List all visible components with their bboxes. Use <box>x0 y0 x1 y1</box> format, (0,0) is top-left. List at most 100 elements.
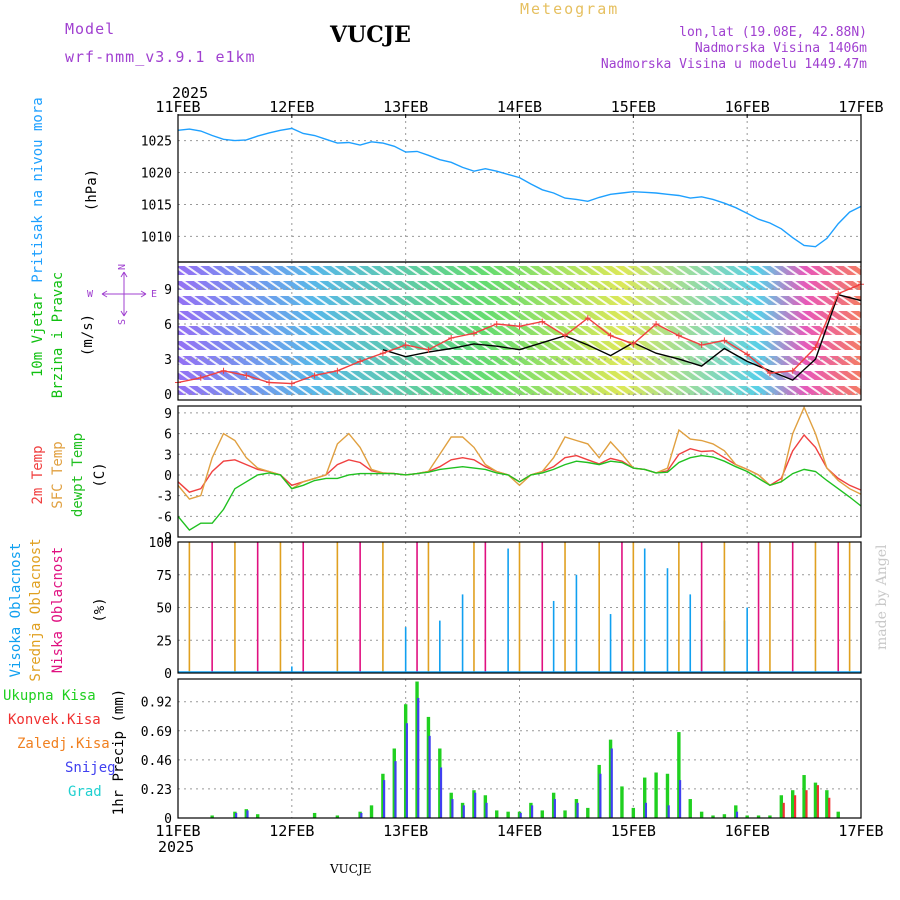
precip-bar <box>791 790 795 818</box>
precip-bar <box>369 805 374 818</box>
y-tick-label: 0.46 <box>141 754 172 769</box>
precip-bar <box>597 764 601 818</box>
y-tick-label: 1020 <box>141 167 172 182</box>
gust-marker <box>675 332 682 339</box>
y-tick-label: 1025 <box>141 135 172 150</box>
precip-bar <box>802 775 806 818</box>
precip-bar <box>392 748 396 818</box>
precip-bar <box>779 795 784 818</box>
precip-bar <box>608 739 613 818</box>
compass-arrows-icon <box>101 271 147 317</box>
precip-bar <box>255 814 260 818</box>
gust-marker <box>197 374 204 381</box>
header-meteogram: Meteogram <box>520 0 620 18</box>
x-tick-label-bottom: 11FEB <box>155 822 200 840</box>
gust-marker <box>766 370 773 377</box>
y-tick-label: -6 <box>156 510 172 525</box>
precip-bar <box>405 723 408 818</box>
precip-bar <box>460 802 465 818</box>
temperature-panel <box>177 405 862 538</box>
gust-marker <box>493 320 500 327</box>
y-tick-label: 0 <box>164 667 172 682</box>
pressure-axis-label: Pritisak na nivou mora <box>30 97 46 282</box>
precip-bar <box>383 780 386 818</box>
precip-bar <box>654 772 658 818</box>
header-model-elevation: Nadmorska Visina u modelu 1449.47m <box>600 57 867 72</box>
precip-bar <box>438 748 442 818</box>
precip-bar <box>794 795 797 818</box>
precip-bar <box>816 785 819 818</box>
precip-bar <box>643 777 647 818</box>
precip-legend-item: Zaledj.Kisa <box>17 736 110 752</box>
x-tick-label-bottom: 12FEB <box>269 822 314 840</box>
header-station: VUCJE <box>330 22 411 48</box>
wind-axis-label-2: Brzina i Pravac <box>50 272 66 398</box>
precip-bar <box>699 811 704 818</box>
x-tick-label-top: 11FEB <box>155 98 200 116</box>
x-tick-label-bottom: 16FEB <box>725 822 770 840</box>
precip-panel <box>177 678 862 819</box>
precip-bar <box>506 811 510 818</box>
gust-marker <box>630 340 637 347</box>
gust-marker <box>721 337 728 344</box>
series-line <box>382 293 862 381</box>
y-tick-label: 6 <box>164 428 172 443</box>
precip-bar <box>360 812 363 818</box>
gust-marker <box>379 350 386 357</box>
wind-panel <box>177 261 862 401</box>
gust-marker <box>334 367 341 374</box>
precip-bar <box>244 809 248 818</box>
series-line <box>177 454 862 532</box>
precip-legend-item: Ukupna Kisa <box>3 688 96 704</box>
dewpt-axis-label: dewpt Temp <box>70 433 86 517</box>
x-tick-label-bottom: 17FEB <box>838 822 883 840</box>
precip-bar <box>678 780 682 818</box>
precip-bar <box>836 811 840 818</box>
precip-bar <box>335 815 340 818</box>
y-tick-label: 1015 <box>141 198 172 213</box>
precip-bar <box>586 807 590 818</box>
precip-bar <box>210 815 214 818</box>
y-tick-label: 25 <box>156 634 172 649</box>
precip-bar <box>451 799 454 818</box>
precip-bar <box>813 782 818 818</box>
x-tick-label-bottom: 14FEB <box>497 822 542 840</box>
precip-bar <box>620 786 624 818</box>
precip-bar <box>563 810 567 818</box>
y-tick-label: 100 <box>149 536 172 551</box>
precip-bar <box>631 807 636 818</box>
compass-s-label: S <box>117 319 128 325</box>
gust-marker <box>425 346 432 353</box>
y-tick-label: 75 <box>156 569 172 584</box>
precip-bar <box>235 812 238 818</box>
gust-marker <box>402 342 409 349</box>
header-model-name: wrf-nmm_v3.9.1 e1km <box>65 48 256 66</box>
precip-bar <box>530 805 534 818</box>
gust-marker <box>220 367 227 374</box>
gust-marker <box>266 379 273 386</box>
compass-w-label: W <box>87 289 94 300</box>
precip-bar <box>768 815 772 818</box>
precip-bar <box>519 812 522 818</box>
precip-bar <box>403 704 408 818</box>
gust-marker <box>516 323 523 330</box>
precip-bar <box>485 802 488 818</box>
gust-marker <box>835 290 842 297</box>
y-tick-label: 0 <box>164 388 172 403</box>
y-tick-label: -9 <box>156 531 172 546</box>
precip-bar <box>756 815 761 818</box>
precip-legend-item: Konvek.Kisa <box>8 712 101 728</box>
y-tick-label: 1010 <box>141 230 172 245</box>
precip-bar <box>540 810 544 818</box>
precip-bar <box>782 802 785 818</box>
precip-bar <box>610 748 613 818</box>
y-tick-label: 6 <box>164 318 172 333</box>
precip-bar <box>688 799 692 818</box>
year-top: 2025 <box>172 84 209 102</box>
precip-bar <box>381 773 385 818</box>
precip-axis-label: 1hr Precip (mm) <box>111 689 127 815</box>
y-tick-label: 9 <box>164 283 172 298</box>
sfc-axis-label: SFC Temp <box>50 441 66 508</box>
gust-marker <box>448 335 455 342</box>
